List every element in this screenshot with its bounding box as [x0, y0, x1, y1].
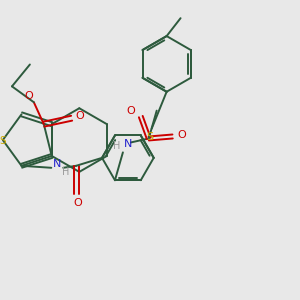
- Text: O: O: [177, 130, 186, 140]
- Text: N: N: [124, 140, 132, 149]
- Text: N: N: [53, 159, 61, 169]
- Text: O: O: [74, 198, 82, 208]
- Text: S: S: [0, 136, 6, 146]
- Text: H: H: [61, 167, 69, 177]
- Text: O: O: [127, 106, 135, 116]
- Text: S: S: [146, 133, 153, 142]
- Text: O: O: [25, 91, 33, 101]
- Text: O: O: [75, 111, 84, 121]
- Text: H: H: [113, 141, 121, 152]
